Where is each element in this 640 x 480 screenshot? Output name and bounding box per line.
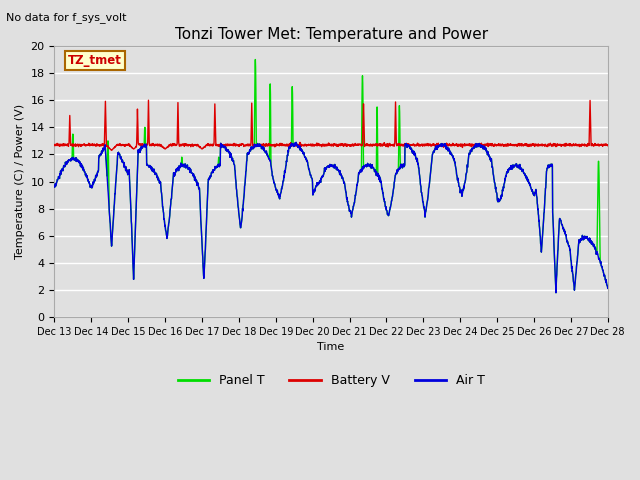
Legend: Panel T, Battery V, Air T: Panel T, Battery V, Air T [173,369,490,392]
Title: Tonzi Tower Met: Temperature and Power: Tonzi Tower Met: Temperature and Power [175,27,488,42]
X-axis label: Time: Time [317,342,345,352]
Text: No data for f_sys_volt: No data for f_sys_volt [6,12,127,23]
Text: TZ_tmet: TZ_tmet [68,54,122,67]
Y-axis label: Temperature (C) / Power (V): Temperature (C) / Power (V) [15,104,25,259]
